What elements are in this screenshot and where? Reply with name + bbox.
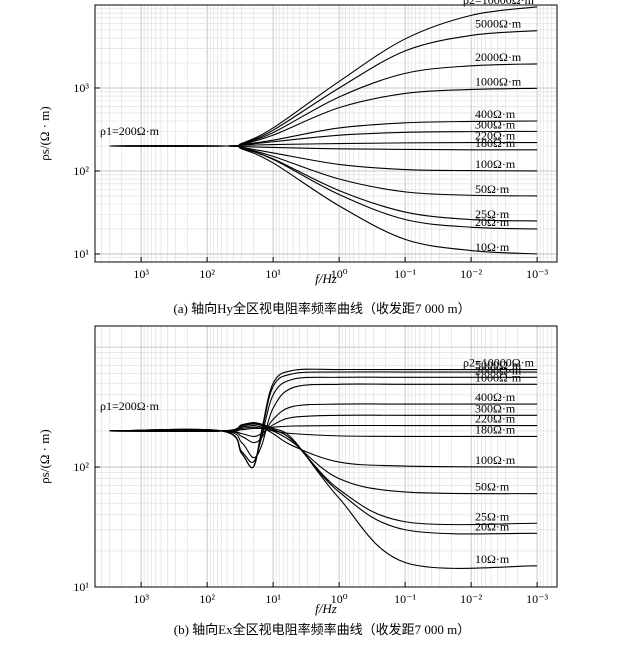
x-tick-label: 10⁻³ [526, 592, 548, 606]
series-label-4: 400Ω·m [475, 390, 516, 404]
series-label-2: 2000Ω·m [475, 50, 522, 64]
series-line-9 [109, 423, 538, 495]
series-line-1 [109, 371, 538, 469]
series-label-7: 180Ω·m [475, 422, 516, 436]
y-tick-label: 10³ [73, 81, 89, 95]
series-label-3: 1000Ω·m [475, 370, 522, 384]
x-tick-label: 10⁰ [331, 592, 348, 606]
x-tick-label: 10⁰ [331, 267, 348, 281]
rho1-label: ρ1=200Ω·m [100, 124, 160, 138]
series-label-12: 10Ω·m [475, 552, 510, 566]
x-tick-label: 10² [199, 592, 215, 606]
series-label-4: 400Ω·m [475, 107, 516, 121]
series-line-1 [109, 30, 538, 147]
x-tick-label: 10¹ [265, 592, 281, 606]
series-line-2 [109, 63, 538, 147]
x-tick-label: 10⁻¹ [394, 267, 416, 281]
y-tick-label: 10² [73, 460, 89, 474]
y-axis-label: ρs/(Ω · m) [37, 106, 52, 160]
y-tick-label: 10² [73, 164, 89, 178]
series-label-10: 25Ω·m [475, 207, 510, 221]
panel-caption: (a) 轴向Hy全区视电阻率频率曲线（收发距7 000 m） [173, 301, 470, 316]
series-line-10 [109, 422, 538, 526]
series-line-10 [109, 145, 538, 222]
series-line-12 [109, 145, 538, 255]
x-tick-label: 10¹ [265, 267, 281, 281]
x-tick-label: 10³ [133, 267, 149, 281]
y-tick-label: 10¹ [73, 247, 89, 261]
series-label-5: 300Ω·m [475, 401, 516, 415]
plot-frame [94, 4, 558, 263]
series-line-11 [109, 145, 538, 230]
series-label-9: 50Ω·m [475, 182, 510, 196]
series-label-6: 220Ω·m [475, 412, 516, 426]
series-label-12: 10Ω·m [475, 240, 510, 254]
x-tick-label: 10⁻² [460, 267, 482, 281]
series-label-1: 5000Ω·m [475, 17, 522, 31]
series-line-2 [109, 376, 538, 464]
series-line-3 [109, 383, 538, 459]
y-tick-label: 10¹ [73, 580, 89, 594]
x-tick-label: 10⁻¹ [394, 592, 416, 606]
series-label-2: 2000Ω·m [475, 363, 522, 377]
series-label-7: 180Ω·m [475, 136, 516, 150]
series-label-11: 20Ω·m [475, 215, 510, 229]
series-label-6: 220Ω·m [475, 129, 516, 143]
panel-b: 10³ 10² 10¹ 10⁰ 10⁻¹ 10⁻² 10⁻³ 10¹ 10² ρ2=10000Ω·… [37, 325, 558, 637]
series-label-8: 100Ω·m [475, 157, 516, 171]
series-label-10: 25Ω·m [475, 509, 510, 523]
series-label-1: 5000Ω·m [475, 358, 522, 372]
series-label-8: 100Ω·m [475, 453, 516, 467]
panel-caption: (b) 轴向Ex全区视电阻率频率曲线（收发距7 000 m） [174, 622, 470, 637]
x-tick-label: 10⁻³ [526, 267, 548, 281]
x-tick-label: 10³ [133, 592, 149, 606]
series-label-5: 300Ω·m [475, 117, 516, 131]
series-label-0: ρ2=10000Ω·m [463, 356, 535, 370]
series-line-0 [109, 6, 538, 147]
x-axis-label: f/Hz [315, 601, 337, 616]
series-label-11: 20Ω·m [475, 519, 510, 533]
series-line-3 [109, 87, 538, 147]
series-label-9: 50Ω·m [475, 480, 510, 494]
plot-frame [94, 325, 558, 588]
series-label-0: ρ2=10000Ω·m [463, 0, 535, 7]
series-label-3: 1000Ω·m [475, 74, 522, 88]
series-group: ρ2=10000Ω·m 5000Ω·m 2000Ω·m 1000Ω·m 400Ω·m30… [109, 0, 538, 255]
y-axis-label: ρs/(Ω · m) [37, 429, 52, 483]
series-line-12 [109, 421, 538, 569]
x-tick-label: 10⁻² [460, 592, 482, 606]
x-axis-label: f/Hz [315, 271, 337, 286]
rho1-label: ρ1=200Ω·m [100, 399, 160, 413]
x-tick-label: 10² [199, 267, 215, 281]
panel-a: 10³ 10² 10¹ 10⁰ 10⁻¹ 10⁻² 10⁻³ 10¹ 10² 10³ ρ2=1000… [37, 0, 558, 316]
